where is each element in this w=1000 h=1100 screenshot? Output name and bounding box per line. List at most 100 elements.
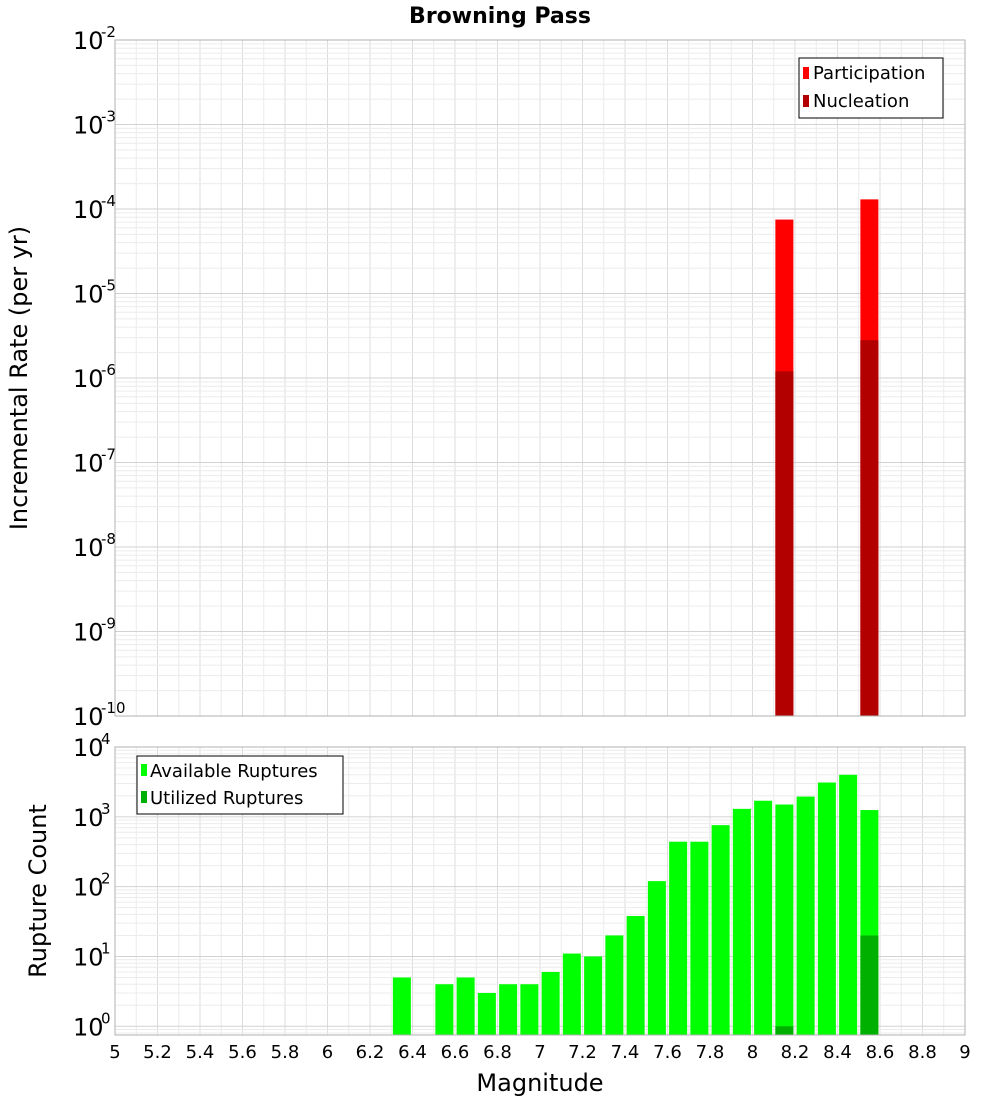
rate-bars bbox=[775, 199, 879, 717]
x-tick-label: 7.2 bbox=[568, 1042, 597, 1063]
count-bar-series-0 bbox=[456, 977, 475, 1035]
y-tick-label-base: 10 bbox=[73, 703, 104, 731]
x-tick-label: 5.2 bbox=[143, 1042, 172, 1063]
count-bar-series-0 bbox=[732, 808, 751, 1035]
y-tick-label-exponent: -4 bbox=[101, 192, 116, 210]
chart-title: Browning Pass bbox=[409, 4, 591, 29]
y-tick-label-exponent: 2 bbox=[101, 870, 111, 888]
y-tick-label-base: 10 bbox=[73, 734, 104, 762]
rate-bar-series-1 bbox=[775, 371, 794, 716]
x-tick-label: 9 bbox=[959, 1042, 970, 1063]
count-bar-series-1 bbox=[860, 935, 879, 1035]
y-tick-label-exponent: 0 bbox=[101, 1009, 111, 1027]
x-tick-label: 6 bbox=[322, 1042, 333, 1063]
y-tick-label-base: 10 bbox=[73, 112, 104, 140]
x-axis-label: Magnitude bbox=[476, 1069, 603, 1097]
rate-bar-series-1 bbox=[860, 340, 879, 716]
rate-legend-box bbox=[798, 57, 944, 119]
x-tick-label: 6.4 bbox=[398, 1042, 427, 1063]
count-bar-series-0 bbox=[647, 881, 666, 1035]
count-bar-series-0 bbox=[839, 774, 858, 1035]
x-tick-label: 7.4 bbox=[611, 1042, 640, 1063]
x-tick-label: 5.4 bbox=[186, 1042, 215, 1063]
rate-y-axis-label: Incremental Rate (per yr) bbox=[5, 226, 33, 530]
y-tick-label-base: 10 bbox=[73, 365, 104, 393]
count-bar-series-0 bbox=[605, 935, 624, 1035]
x-tick-label: 5.8 bbox=[271, 1042, 300, 1063]
count-bar-series-0 bbox=[562, 953, 581, 1035]
count-bar-series-0 bbox=[520, 984, 539, 1035]
count-bar-series-0 bbox=[690, 841, 709, 1035]
y-tick-label-exponent: -8 bbox=[101, 530, 116, 548]
x-tick-label: 5.6 bbox=[228, 1042, 257, 1063]
count-bar-series-0 bbox=[477, 992, 496, 1035]
count-bar-series-0 bbox=[775, 804, 794, 1035]
count-bars bbox=[392, 774, 879, 1035]
available-ruptures-legend-label: Available Ruptures bbox=[150, 761, 318, 782]
x-tick-label: 6.6 bbox=[441, 1042, 470, 1063]
x-tick-label: 8 bbox=[747, 1042, 758, 1063]
count-bar-series-0 bbox=[541, 971, 560, 1035]
participation-legend-label: Participation bbox=[813, 63, 925, 84]
count-legend: Available Ruptures Utilized Ruptures bbox=[136, 755, 344, 815]
x-tick-label: 5 bbox=[109, 1042, 120, 1063]
count-bar-series-1 bbox=[775, 1026, 794, 1035]
count-bar-series-0 bbox=[754, 800, 773, 1035]
count-x-tick-labels: 5 5.2 5.4 5.6 5.8 6 6.2 6.4 6.6 6.8 7 7.2 7.4 7.6 7.8 8… bbox=[109, 1042, 970, 1063]
count-y-axis-label: Rupture Count bbox=[24, 804, 52, 978]
y-tick-label-base: 10 bbox=[73, 1013, 104, 1041]
y-tick-label-exponent: -3 bbox=[101, 108, 116, 126]
x-tick-label: 8.4 bbox=[823, 1042, 852, 1063]
utilized-ruptures-legend-swatch bbox=[141, 791, 147, 803]
count-bar-series-0 bbox=[669, 841, 688, 1035]
y-tick-label-exponent: 4 bbox=[101, 730, 111, 748]
x-tick-label: 8.6 bbox=[866, 1042, 895, 1063]
y-tick-label-exponent: -9 bbox=[101, 615, 116, 633]
y-tick-label-exponent: -6 bbox=[101, 361, 116, 379]
available-ruptures-legend-swatch bbox=[141, 764, 147, 776]
rate-gridlines bbox=[114, 39, 966, 717]
y-tick-label-exponent: 3 bbox=[101, 800, 111, 818]
count-bar-series-0 bbox=[817, 782, 836, 1035]
utilized-ruptures-legend-label: Utilized Ruptures bbox=[150, 788, 303, 809]
count-bar-series-0 bbox=[796, 796, 815, 1035]
count-plot-border bbox=[114, 746, 966, 1036]
y-tick-label-base: 10 bbox=[73, 27, 104, 55]
x-tick-label: 7.8 bbox=[696, 1042, 725, 1063]
y-tick-label-base: 10 bbox=[73, 943, 104, 971]
rate-plot-border bbox=[114, 39, 966, 717]
y-tick-label-base: 10 bbox=[73, 281, 104, 309]
y-tick-label-base: 10 bbox=[73, 874, 104, 902]
y-tick-label-exponent: -2 bbox=[101, 23, 116, 41]
count-bar-series-0 bbox=[392, 977, 411, 1035]
y-tick-label-base: 10 bbox=[73, 804, 104, 832]
count-legend-box bbox=[136, 755, 344, 815]
nucleation-legend-label: Nucleation bbox=[813, 91, 909, 112]
y-tick-label-exponent: -10 bbox=[101, 699, 126, 717]
y-tick-label-exponent: -7 bbox=[101, 446, 116, 464]
x-tick-label: 7 bbox=[534, 1042, 545, 1063]
count-bar-series-0 bbox=[499, 984, 518, 1035]
participation-legend-swatch bbox=[803, 67, 809, 79]
x-tick-label: 6.2 bbox=[356, 1042, 385, 1063]
x-tick-label: 8.2 bbox=[781, 1042, 810, 1063]
x-tick-label: 6.8 bbox=[483, 1042, 512, 1063]
y-tick-label-base: 10 bbox=[73, 534, 104, 562]
count-bar-series-0 bbox=[584, 956, 603, 1035]
y-tick-label-base: 10 bbox=[73, 196, 104, 224]
y-tick-label-exponent: -5 bbox=[101, 277, 116, 295]
rate-legend: Participation Nucleation bbox=[798, 57, 944, 119]
x-tick-label: 7.6 bbox=[653, 1042, 682, 1063]
y-tick-label-base: 10 bbox=[73, 450, 104, 478]
count-bar-series-0 bbox=[626, 915, 645, 1035]
count-bar-series-0 bbox=[711, 825, 730, 1035]
y-tick-label-exponent: 1 bbox=[101, 939, 111, 957]
x-tick-label: 8.8 bbox=[908, 1042, 937, 1063]
y-tick-label-base: 10 bbox=[73, 619, 104, 647]
count-bar-series-0 bbox=[435, 984, 454, 1035]
